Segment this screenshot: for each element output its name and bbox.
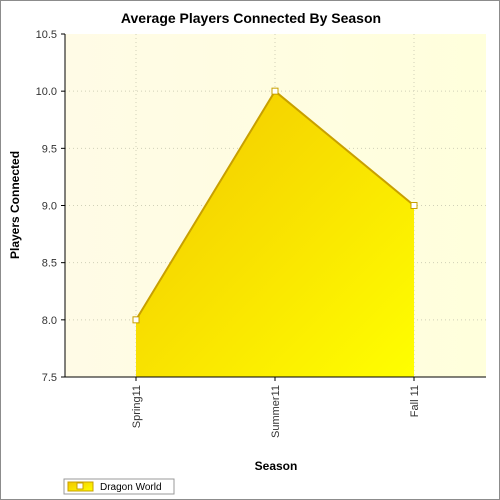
y-tick-label: 10.0 xyxy=(36,86,57,98)
legend: Dragon World xyxy=(63,478,175,495)
x-tick-label: Fall 11 xyxy=(409,385,421,417)
x-axis-title: Season xyxy=(255,459,298,473)
y-tick-label: 9.5 xyxy=(42,143,57,155)
legend-label: Dragon World xyxy=(100,482,162,493)
y-tick-label: 9.0 xyxy=(42,201,57,213)
chart-title: Average Players Connected By Season xyxy=(121,10,381,26)
y-tick-label: 7.5 xyxy=(42,372,57,384)
y-tick-label: 10.5 xyxy=(36,29,57,41)
data-point xyxy=(132,316,140,324)
legend-marker xyxy=(76,482,84,490)
x-tick-label: Summer11 xyxy=(270,385,282,438)
y-tick-label: 8.0 xyxy=(42,315,57,327)
y-axis-title: Players Connected xyxy=(8,151,22,259)
x-ticks: Spring11 Summer11 Fall 11 xyxy=(131,377,421,438)
y-tick-label: 8.5 xyxy=(42,258,57,270)
y-ticks: 7.5 8.0 8.5 9.0 9.5 10.0 10.5 xyxy=(36,29,65,384)
series-markers xyxy=(132,87,418,324)
x-tick-label: Spring11 xyxy=(131,385,143,428)
area-fill xyxy=(136,91,414,378)
data-point xyxy=(271,87,279,95)
data-point xyxy=(410,202,418,209)
